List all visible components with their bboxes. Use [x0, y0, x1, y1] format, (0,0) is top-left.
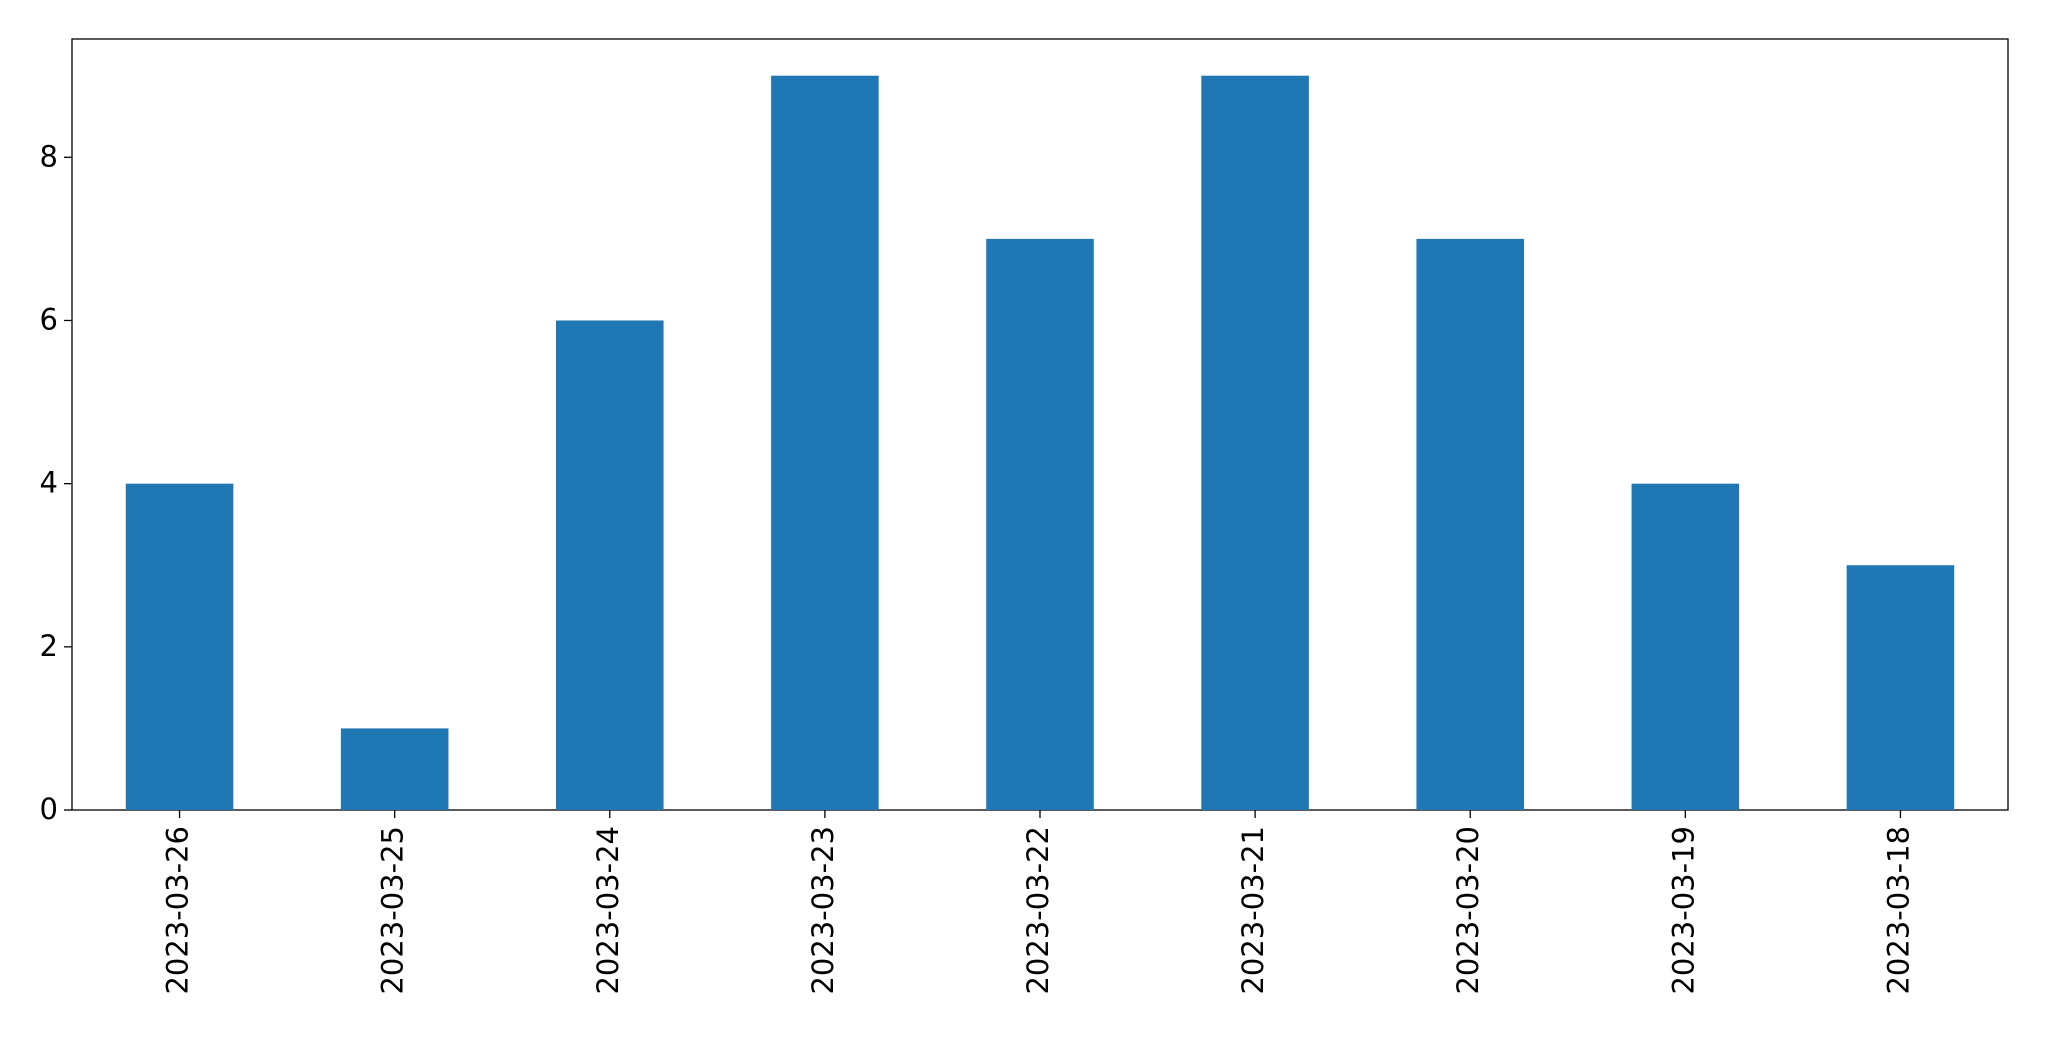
- x-tick-label: 2023-03-20: [1451, 826, 1485, 995]
- bar: [1416, 238, 1524, 810]
- bar: [125, 483, 234, 810]
- x-tick-label: 2023-03-21: [1236, 826, 1270, 995]
- bar: [1201, 75, 1309, 810]
- x-tick-label: 2023-03-22: [1021, 826, 1055, 995]
- bar: [986, 238, 1094, 810]
- y-tick-label: 4: [40, 466, 58, 500]
- bar: [771, 75, 879, 810]
- x-tick-label: 2023-03-26: [161, 826, 195, 995]
- x-tick-label: 2023-03-18: [1881, 826, 1915, 995]
- x-tick-label: 2023-03-19: [1666, 826, 1700, 995]
- bar: [340, 728, 449, 810]
- x-tick-label: 2023-03-25: [376, 826, 410, 995]
- x-tick-label: 2023-03-24: [591, 826, 625, 995]
- y-tick-label: 0: [40, 792, 58, 826]
- bar: [556, 320, 664, 810]
- y-tick-label: 8: [40, 139, 58, 173]
- bar: [1631, 483, 1740, 810]
- bar: [1846, 565, 1955, 810]
- y-tick-label: 6: [40, 302, 58, 336]
- y-tick-label: 2: [40, 629, 58, 663]
- x-tick-label: 2023-03-23: [806, 826, 840, 995]
